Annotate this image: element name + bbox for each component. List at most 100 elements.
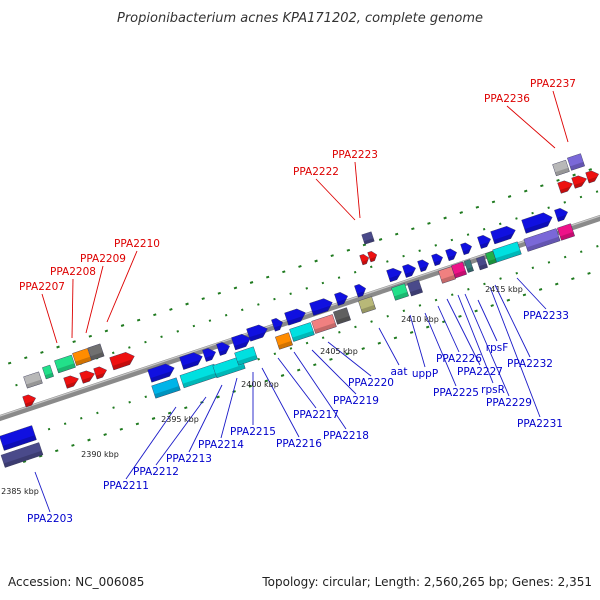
tick-mark — [459, 211, 464, 215]
tick-mark — [579, 195, 583, 199]
gene-label-ppa2225: PPA2225 — [433, 387, 479, 399]
tick-mark — [282, 270, 286, 274]
gene-ppa2233 — [557, 223, 575, 241]
gene-uppP — [391, 283, 409, 301]
gene-ppa2233-up-shade — [557, 214, 567, 222]
tick-mark — [572, 173, 576, 177]
leader-line-ppa2231 — [489, 286, 541, 418]
leader-line-rpsf — [477, 299, 498, 342]
gene-red-4-shade — [95, 372, 106, 380]
genome-backbone — [0, 214, 600, 422]
gene-ppa2232 — [523, 228, 561, 252]
tick-mark — [79, 417, 83, 420]
tick-mark — [378, 238, 383, 241]
tick-mark — [305, 287, 309, 290]
tick-mark — [450, 293, 454, 296]
tick-mark — [556, 178, 560, 182]
backbone-highlight — [0, 215, 600, 417]
gene-ppa2219-shade — [312, 305, 331, 316]
tick-mark — [515, 271, 519, 275]
gene-ppa2215-shade — [234, 341, 249, 350]
tick-mark — [596, 245, 599, 248]
tick-mark — [169, 307, 173, 311]
tick-mark — [563, 255, 567, 259]
gene-label-ppa2215: PPA2215 — [230, 426, 276, 438]
tick-mark — [273, 297, 276, 301]
gene-uppP-shade — [394, 291, 409, 301]
gene-label-ppa2211: PPA2211 — [103, 480, 149, 492]
gene-ppa2229-up — [477, 235, 491, 249]
gene-red-6 — [571, 175, 587, 189]
gene-ppa2226-up — [417, 259, 429, 273]
gene-ppa2226-shade — [441, 274, 456, 284]
gene-label-ppa2216: PPA2216 — [276, 438, 322, 450]
tick-mark — [265, 275, 270, 279]
gene-ppa2218-domain — [289, 322, 315, 342]
gene-label-ppa2212: PPA2212 — [133, 466, 179, 478]
gene-ppa2223-b — [367, 251, 378, 263]
gene-ppa2225 — [407, 279, 423, 297]
gene-ppa2222 — [361, 231, 375, 245]
tick-mark — [474, 309, 478, 313]
gene-label-ppa2203: PPA2203 — [27, 513, 73, 525]
tick-mark — [248, 384, 253, 388]
tick-mark — [160, 335, 163, 339]
leader-line-ppa2227 — [446, 298, 481, 366]
gene-ppa2218-domain-shade — [292, 330, 315, 342]
tick-mark — [313, 363, 317, 367]
gene-ppa2229-up-shade — [480, 241, 490, 249]
leader-line-ppa2203 — [34, 471, 51, 513]
tick-mark — [7, 361, 12, 365]
tick-mark — [71, 443, 75, 447]
genome-summary-text: Topology: circular; Length: 2,560,265 bp… — [261, 575, 592, 589]
gene-label-ppa2233: PPA2233 — [523, 310, 569, 322]
leader-line-ppa2214 — [220, 377, 238, 439]
tick-mark — [184, 406, 188, 410]
gene-red-6-shade — [574, 181, 585, 189]
tick-mark — [314, 259, 318, 263]
gene-ppa2212-domain-shade — [182, 372, 219, 388]
gene-label-ppa2207: PPA2207 — [19, 281, 65, 293]
scale-label-2405: 2405 kbp — [320, 347, 358, 356]
gene-ppa2225-up-shade — [405, 270, 415, 278]
tick-mark — [523, 189, 528, 193]
gene-ppa2211-domain — [151, 377, 181, 399]
gene-ppa2216 — [246, 324, 268, 342]
gene-label-ppa2220: PPA2220 — [348, 377, 394, 389]
tick-mark — [522, 293, 527, 297]
gene-ppa2210b-shade — [90, 352, 105, 361]
label-leader-lines — [34, 90, 569, 513]
tick-mark — [554, 282, 559, 286]
leader-line-ppa2213 — [188, 384, 223, 453]
gene-label-rpsf: rpsF — [486, 342, 509, 354]
gene-ppa2217-shade — [273, 325, 282, 332]
tick-mark — [595, 190, 599, 193]
leader-line-ppa2212 — [155, 396, 207, 466]
leader-line-rpsr — [457, 294, 494, 384]
gene-ppa2212-shade — [182, 359, 201, 370]
gene-ppa2220-domain — [333, 307, 351, 325]
gene-label-ppa2236: PPA2236 — [484, 93, 530, 105]
gene-ppa2237 — [567, 153, 585, 171]
tick-mark — [386, 260, 389, 263]
leader-line-ppa2223 — [354, 161, 361, 219]
gene-red-2-shade — [66, 381, 77, 389]
tick-mark — [136, 318, 141, 322]
gene-ppa2236 — [552, 159, 570, 177]
gene-ppa2209-shade — [57, 363, 76, 373]
tick-mark — [120, 324, 125, 327]
tick-mark — [386, 314, 389, 318]
gene-red-3 — [79, 370, 95, 384]
tick-mark — [40, 350, 44, 354]
gene-ppa2231 — [492, 241, 522, 263]
gene-ppa2211-domain-shade — [154, 386, 181, 399]
tick-mark — [273, 352, 277, 356]
gene-ppa2208 — [42, 364, 54, 380]
gene-ppa2231-up-shade — [493, 233, 514, 244]
gene-ppa2220-shade — [337, 298, 347, 306]
gene-ppa2208-shade — [44, 372, 54, 379]
tick-mark — [201, 297, 205, 301]
gene-ppa2211 — [147, 363, 175, 383]
